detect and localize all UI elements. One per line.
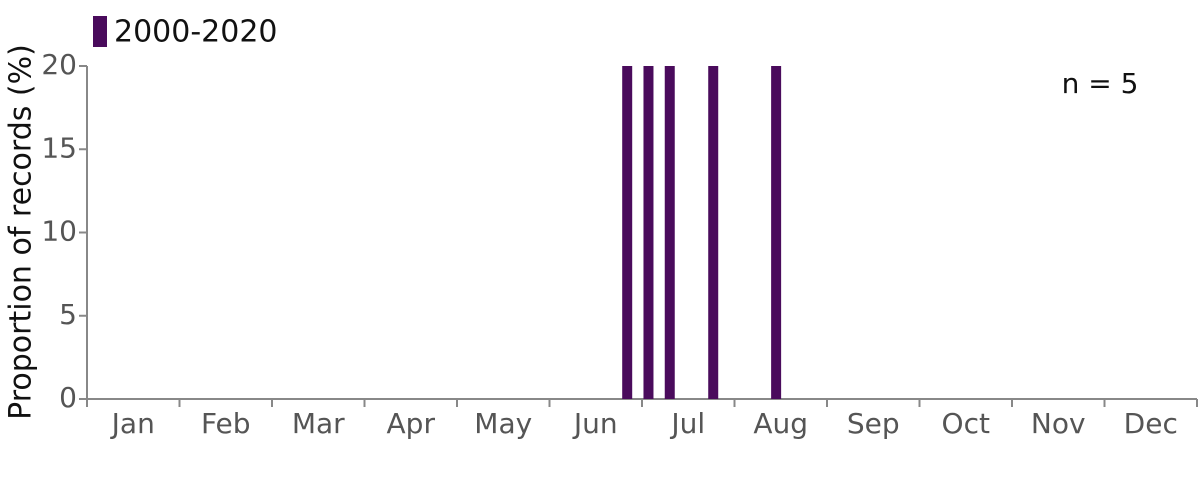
x-tick-label: Jan (110, 407, 155, 440)
legend-swatch (93, 16, 107, 47)
y-tick-label: 15 (41, 131, 77, 164)
x-tick-label: Jul (669, 407, 705, 440)
bar (771, 66, 782, 399)
bar (622, 66, 633, 399)
bar (664, 66, 675, 399)
y-tick-label: 0 (59, 381, 77, 414)
bar (643, 66, 654, 399)
y-tick-label: 20 (41, 48, 77, 81)
x-tick-label: Oct (942, 407, 990, 440)
x-tick-label: Apr (387, 407, 436, 440)
x-tick-label: Aug (753, 407, 808, 440)
x-tick-label: Jun (572, 407, 618, 440)
y-tick-label: 5 (59, 298, 77, 331)
annotation: n = 5 (1062, 67, 1139, 100)
x-tick-label: Feb (201, 407, 251, 440)
y-axis-label: Proportion of records (%) (4, 44, 39, 420)
y-tick-label: 10 (41, 215, 77, 248)
x-tick-label: Nov (1031, 407, 1086, 440)
x-tick-label: Mar (292, 407, 345, 440)
x-tick-label: Sep (847, 407, 900, 440)
legend-label: 2000-2020 (114, 15, 278, 50)
bar (708, 66, 719, 399)
x-tick-label: May (474, 407, 532, 440)
x-tick-label: Dec (1124, 407, 1178, 440)
